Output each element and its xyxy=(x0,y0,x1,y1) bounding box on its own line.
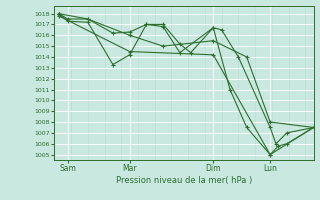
X-axis label: Pression niveau de la mer( hPa ): Pression niveau de la mer( hPa ) xyxy=(116,176,252,185)
